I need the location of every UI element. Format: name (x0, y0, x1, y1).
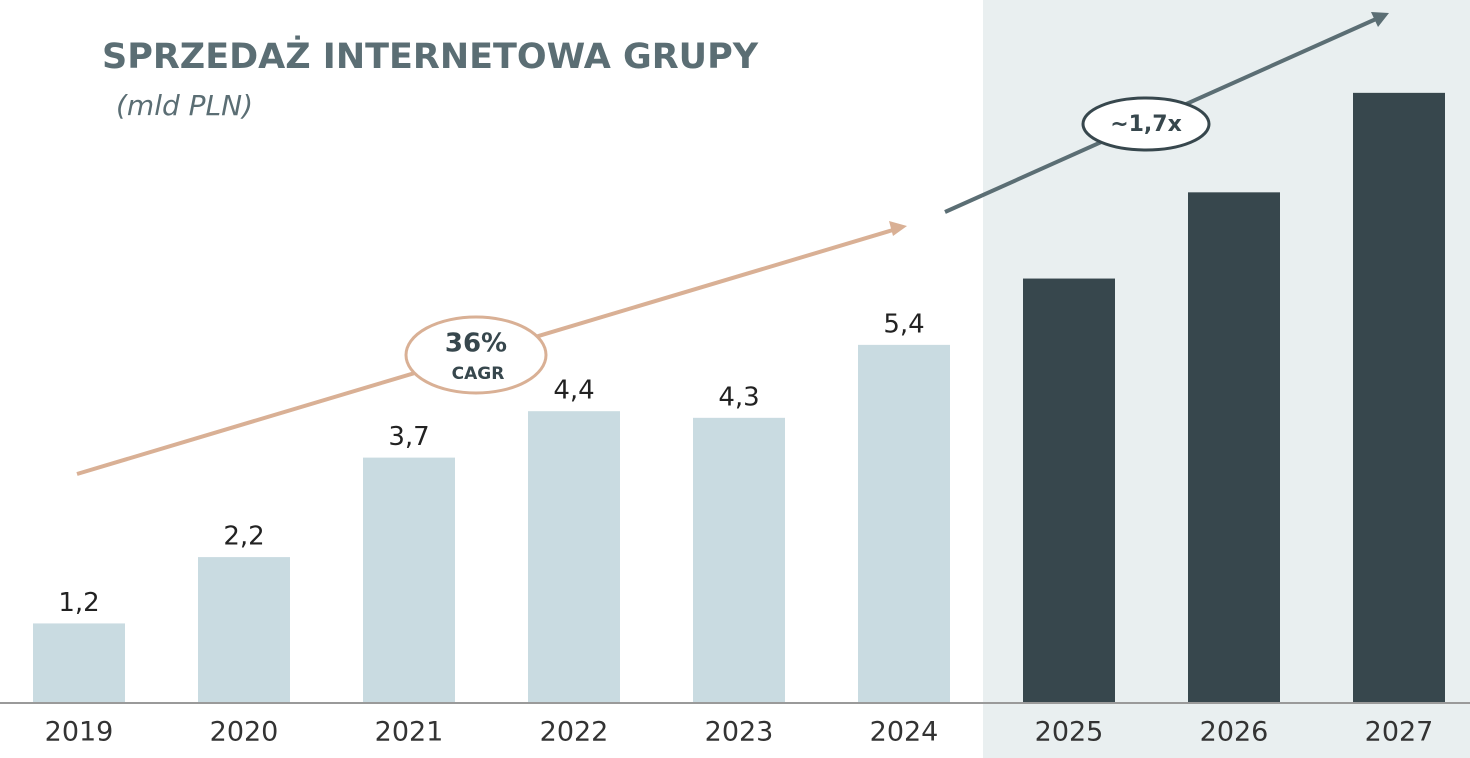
bar (198, 557, 290, 703)
x-tick-label: 2022 (540, 717, 609, 748)
x-tick-label: 2024 (870, 717, 939, 748)
arrow-head (889, 221, 907, 236)
x-tick-label: 2021 (375, 717, 444, 748)
multiple-label: ~1,7x (1110, 112, 1182, 137)
arrow-head (1371, 12, 1389, 27)
cagr-value: 36% (445, 329, 507, 359)
x-tick-label: 2025 (1035, 717, 1104, 748)
bar (1023, 278, 1115, 703)
cagr-label: CAGR (452, 364, 505, 384)
bar (1188, 192, 1280, 703)
x-tick-label: 2027 (1365, 717, 1434, 748)
cagr-arrow: 36% CAGR (76, 221, 907, 476)
data-label: 4,3 (718, 382, 759, 412)
bar (528, 411, 620, 703)
multiple-ellipse (1081, 96, 1211, 152)
data-label: 2,2 (223, 522, 264, 552)
x-tick-label: 2020 (210, 717, 279, 748)
cagr-ellipse (404, 315, 548, 395)
bar (1353, 92, 1445, 703)
x-tick-label: 2023 (705, 717, 774, 748)
bar (363, 457, 455, 703)
data-label: 3,7 (388, 422, 429, 452)
multiple-arrow: ~1,7x (944, 12, 1389, 214)
bars (33, 92, 1445, 703)
data-label: 4,4 (553, 376, 594, 406)
chart-title: SPRZEDAŻ INTERNETOWA GRUPY (102, 34, 759, 77)
data-label: 1,2 (58, 588, 99, 618)
bar (33, 623, 125, 703)
data-label: 5,4 (883, 309, 924, 339)
chart-subtitle: (mld PLN) (116, 89, 253, 122)
x-tick-label: 2026 (1200, 717, 1269, 748)
bar (693, 417, 785, 703)
x-tick-label: 2019 (45, 717, 114, 748)
bar (858, 344, 950, 703)
